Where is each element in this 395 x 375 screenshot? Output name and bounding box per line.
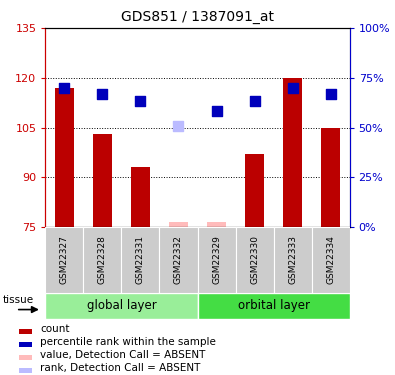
Text: global layer: global layer (87, 299, 156, 312)
Bar (19, 368, 32, 373)
Bar (169, 222, 188, 227)
Bar (283, 78, 302, 227)
Bar (83, 227, 122, 292)
Bar (45, 227, 83, 292)
Text: GSM22333: GSM22333 (288, 235, 297, 284)
Point (175, 123, 182, 129)
Text: GSM22327: GSM22327 (60, 235, 69, 284)
Point (61, 85, 68, 91)
Bar (160, 227, 198, 292)
Text: percentile rank within the sample: percentile rank within the sample (40, 337, 216, 347)
Text: rank, Detection Call = ABSENT: rank, Detection Call = ABSENT (40, 363, 200, 374)
Bar (245, 154, 264, 227)
Bar (312, 227, 350, 292)
Text: GSM22330: GSM22330 (250, 235, 259, 284)
Point (327, 92, 334, 98)
Bar (19, 355, 32, 360)
Point (213, 108, 220, 114)
Text: GSM22328: GSM22328 (98, 235, 107, 284)
Bar (93, 134, 112, 227)
Bar (198, 227, 235, 292)
Text: GSM22332: GSM22332 (174, 235, 183, 284)
Text: value, Detection Call = ABSENT: value, Detection Call = ABSENT (40, 350, 205, 360)
Text: GSM22329: GSM22329 (212, 235, 221, 284)
Point (290, 85, 296, 91)
Text: GSM22334: GSM22334 (326, 235, 335, 284)
Bar (19, 342, 32, 347)
Text: tissue: tissue (2, 295, 34, 305)
Bar (273, 227, 312, 292)
Text: orbital layer: orbital layer (237, 299, 310, 312)
Bar (55, 88, 74, 227)
Title: GDS851 / 1387091_at: GDS851 / 1387091_at (121, 10, 274, 24)
Text: GSM22331: GSM22331 (136, 235, 145, 284)
Point (251, 98, 258, 104)
Bar (207, 222, 226, 227)
Point (137, 98, 144, 104)
Bar (45, 292, 198, 319)
Bar (19, 328, 32, 334)
Bar (122, 227, 160, 292)
Point (99, 92, 105, 98)
Bar (321, 128, 340, 227)
Bar (235, 227, 274, 292)
Bar (131, 167, 150, 227)
Bar (198, 292, 350, 319)
Text: count: count (40, 324, 70, 334)
